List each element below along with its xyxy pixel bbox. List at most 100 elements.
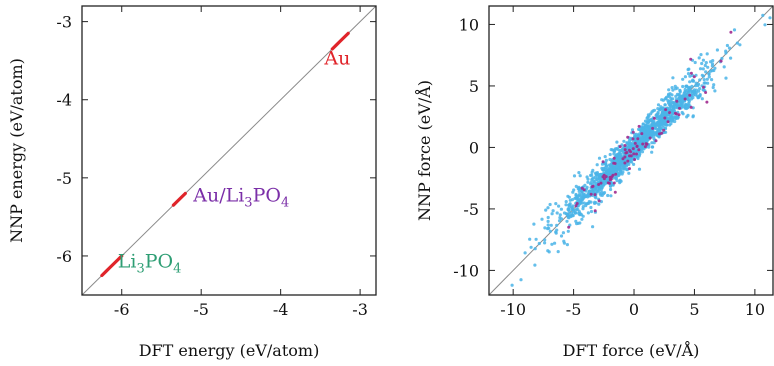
data-point bbox=[633, 134, 637, 138]
data-point bbox=[588, 190, 592, 194]
x-axis-label-energy: DFT energy (eV/atom) bbox=[139, 341, 320, 360]
data-point bbox=[660, 131, 664, 135]
data-point bbox=[621, 170, 625, 174]
data-point bbox=[624, 151, 628, 155]
data-point bbox=[608, 157, 612, 162]
data-point bbox=[615, 140, 619, 144]
data-point bbox=[688, 93, 692, 97]
data-point bbox=[574, 204, 578, 208]
left-annotations: Au Au/Li3PO4 Li3PO4 bbox=[118, 48, 351, 277]
data-point bbox=[652, 119, 656, 124]
data-point bbox=[612, 156, 616, 160]
data-point bbox=[661, 121, 666, 125]
data-point bbox=[577, 194, 581, 198]
data-point bbox=[570, 205, 574, 209]
data-point bbox=[618, 170, 623, 174]
data-point bbox=[667, 92, 671, 96]
data-point bbox=[578, 197, 583, 201]
left-ticks: -6 -5 -4 -3 -6 -5 -4 -3 bbox=[56, 6, 376, 319]
data-point bbox=[598, 177, 602, 181]
data-point bbox=[571, 210, 576, 214]
data-point bbox=[576, 208, 580, 212]
data-point bbox=[611, 168, 616, 172]
data-point bbox=[668, 123, 672, 127]
data-point bbox=[532, 222, 536, 226]
data-point bbox=[663, 116, 667, 120]
data-point bbox=[640, 150, 645, 154]
data-point bbox=[561, 231, 566, 235]
left-data-marks bbox=[81, 5, 377, 296]
x-tick-label: 0 bbox=[629, 300, 639, 319]
data-point bbox=[604, 158, 609, 162]
data-point bbox=[681, 94, 685, 98]
data-point bbox=[546, 215, 550, 220]
data-point bbox=[572, 174, 577, 178]
data-point bbox=[632, 152, 636, 156]
data-point bbox=[618, 162, 622, 166]
data-point bbox=[704, 91, 708, 94]
data-point bbox=[623, 144, 627, 147]
data-point bbox=[698, 87, 702, 91]
data-point bbox=[609, 194, 613, 198]
data-point bbox=[615, 179, 619, 183]
data-point bbox=[608, 178, 612, 182]
data-point bbox=[659, 105, 663, 109]
data-point bbox=[683, 75, 688, 79]
data-point bbox=[571, 190, 575, 194]
data-point bbox=[667, 88, 671, 92]
data-point bbox=[578, 174, 582, 178]
data-point bbox=[711, 85, 715, 90]
data-point bbox=[713, 66, 717, 70]
data-point bbox=[612, 161, 616, 165]
data-point bbox=[675, 102, 680, 106]
data-point bbox=[550, 242, 554, 246]
data-point bbox=[646, 138, 650, 142]
data-point bbox=[554, 231, 558, 235]
data-point bbox=[670, 86, 674, 90]
y-tick-label: -6 bbox=[56, 247, 72, 266]
x-axis-label-force: DFT force (eV/Å) bbox=[563, 340, 700, 360]
data-point bbox=[618, 158, 622, 162]
data-point bbox=[608, 184, 613, 188]
data-point bbox=[586, 201, 590, 206]
y-axis-label-energy: NNP energy (eV/atom) bbox=[7, 58, 26, 243]
data-point bbox=[696, 82, 701, 86]
data-point bbox=[564, 203, 568, 207]
data-point bbox=[735, 41, 740, 45]
data-point bbox=[595, 189, 600, 194]
data-point bbox=[602, 183, 606, 187]
data-point bbox=[580, 217, 584, 221]
data-point bbox=[719, 59, 723, 63]
data-point bbox=[668, 111, 672, 115]
data-point bbox=[702, 81, 706, 85]
data-point bbox=[555, 211, 559, 215]
data-point bbox=[586, 180, 590, 184]
data-point bbox=[707, 72, 711, 76]
right-ticks: -10 -5 0 5 10 -10 -5 0 5 10 bbox=[453, 6, 773, 319]
data-point bbox=[676, 115, 680, 119]
data-point bbox=[710, 78, 714, 82]
data-point bbox=[724, 51, 728, 55]
x-tick-label: -6 bbox=[114, 300, 130, 319]
data-point bbox=[729, 30, 733, 34]
data-point bbox=[643, 145, 647, 149]
data-point bbox=[597, 173, 602, 177]
data-point bbox=[571, 213, 575, 217]
annotation-au: Au bbox=[323, 48, 350, 70]
data-point bbox=[604, 164, 609, 168]
data-point bbox=[675, 86, 679, 90]
data-point bbox=[589, 209, 594, 214]
data-point bbox=[618, 178, 622, 182]
data-point bbox=[529, 245, 533, 249]
data-point bbox=[626, 159, 630, 163]
data-point bbox=[671, 110, 675, 114]
data-point bbox=[609, 148, 613, 152]
data-point bbox=[633, 141, 637, 145]
data-point bbox=[656, 107, 660, 111]
data-point bbox=[613, 190, 617, 194]
data-point bbox=[627, 162, 631, 166]
data-point bbox=[519, 278, 523, 282]
data-point bbox=[577, 171, 581, 175]
data-point bbox=[528, 237, 532, 241]
data-point bbox=[694, 84, 698, 88]
